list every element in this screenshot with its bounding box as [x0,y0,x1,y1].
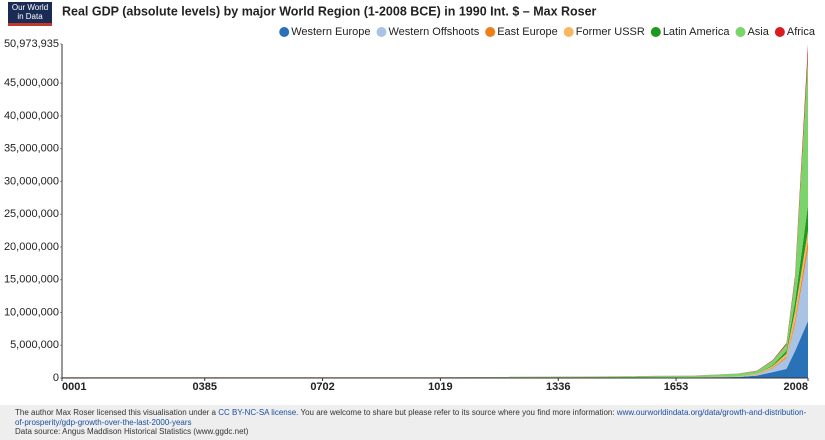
legend-label: Western Europe [291,26,370,38]
legend-marker [774,27,785,37]
data-source: Data source: Angus Maddison Historical S… [15,427,249,436]
y-tick-label: 20,000,000 [4,241,59,253]
legend-label: Former USSR [576,26,645,38]
license-link[interactable]: CC BY-NC-SA license [218,408,297,417]
y-tick-label: 45,000,000 [4,77,59,89]
area [62,240,808,378]
y-tick-label: 30,000,000 [4,175,59,187]
y-tick-label: 5,000,000 [10,339,59,351]
legend-label: Western Offshoots [389,26,480,38]
x-tick-label: 2008 [784,381,808,393]
area [62,44,808,378]
x-tick-label: 0702 [310,381,334,393]
area [62,205,808,378]
legend-label: East Europe [497,26,558,38]
area [62,230,808,378]
x-tick-label: 1336 [546,381,570,393]
y-tick-label: 25,000,000 [4,208,59,220]
legend-marker [650,27,661,37]
logo-text: in Data [17,12,43,21]
chart-title: Real GDP (absolute levels) by major Worl… [62,4,597,18]
footer-text: . You are welcome to share but please re… [296,408,617,417]
logo: Our World in Data [8,2,52,26]
legend-label: Africa [787,26,816,38]
logo-text: Our World [11,3,49,12]
x-tick-label: 1653 [664,381,688,393]
x-tick-label: 1019 [428,381,452,393]
x-tick-label: 0385 [192,381,216,393]
footer-text: The author Max Roser licensed this visua… [15,408,219,417]
x-tick-label: 0001 [62,381,86,393]
source-link[interactable]: www.ourworldindata.org/data/growth-and-d… [15,408,807,427]
y-tick-label: 0 [53,372,59,384]
legend-label: Asia [747,26,769,38]
legend-marker [563,27,574,37]
y-tick-label: 15,000,000 [4,274,59,286]
y-tick-label: 35,000,000 [4,143,59,155]
legend-marker [376,27,387,37]
legend-marker [735,27,746,37]
legend-label: Latin America [663,26,731,38]
area [62,321,808,378]
footer: The author Max Roser licensed this visua… [0,405,825,440]
legend-marker [279,27,290,37]
legend-marker [485,27,496,37]
area [62,55,808,378]
y-tick-label: 50,973,935 [4,38,59,50]
y-tick-label: 40,000,000 [4,110,59,122]
chart: Real GDP (absolute levels) by major Worl… [4,4,816,393]
area [62,248,808,378]
y-tick-label: 10,000,000 [4,306,59,318]
